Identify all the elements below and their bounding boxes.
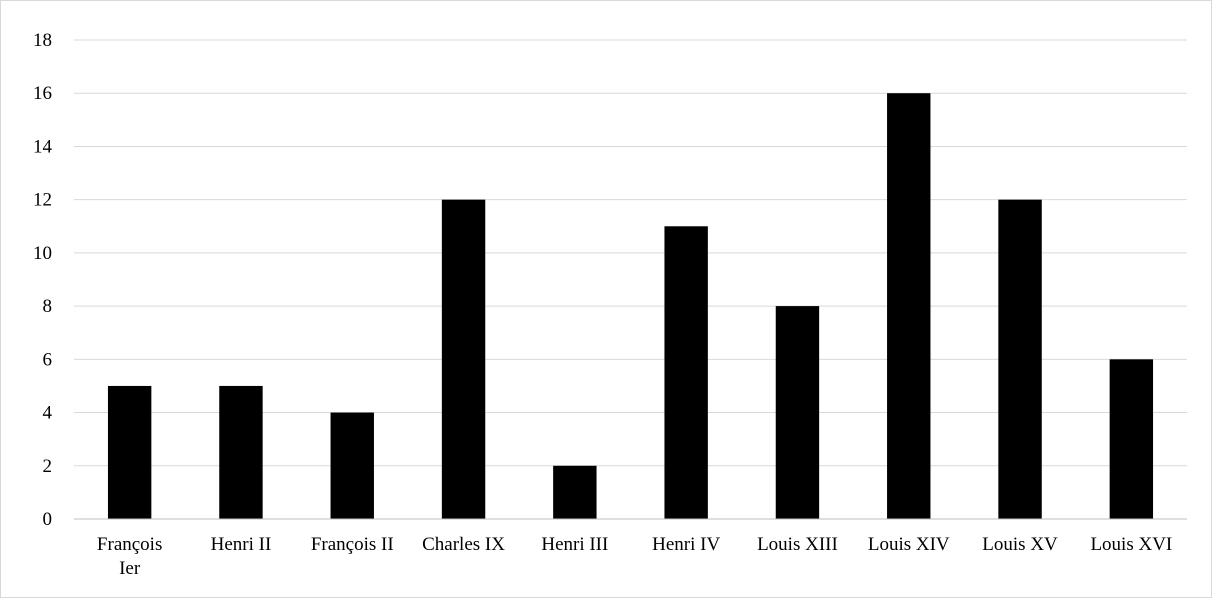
x-tick-label-line: Henri IV — [652, 534, 720, 555]
y-tick-label: 4 — [43, 403, 53, 424]
y-tick-label: 18 — [33, 30, 52, 51]
x-tick-label: Charles IX — [422, 534, 505, 555]
x-tick-label: Henri II — [211, 534, 272, 555]
y-tick-label: 0 — [43, 509, 53, 530]
y-tick-label: 10 — [33, 243, 52, 264]
y-tick-label: 12 — [33, 190, 52, 211]
y-axis-ticks: 0 2 4 6 8 10 12 14 16 18 — [33, 30, 53, 530]
bars — [107, 93, 1154, 519]
bar — [219, 385, 263, 519]
bar — [664, 226, 708, 519]
bar — [887, 93, 931, 519]
y-tick-label: 16 — [33, 83, 52, 104]
bar — [330, 412, 374, 519]
y-tick-label: 6 — [43, 349, 53, 370]
x-axis-ticks: François Ier Henri II François II Charles IX… — [97, 534, 1172, 579]
x-tick-label: Louis XV — [982, 534, 1058, 555]
x-tick-label-line: Henri III — [541, 534, 608, 555]
bar — [107, 385, 152, 519]
x-tick-label-line: Louis XIII — [757, 534, 838, 555]
bar — [998, 199, 1042, 519]
x-tick-label-line: Ier — [119, 558, 141, 579]
x-tick-label: François Ier — [97, 534, 162, 579]
x-tick-label: Henri III — [541, 534, 608, 555]
x-tick-label: Henri IV — [652, 534, 720, 555]
x-tick-label-line: Charles IX — [422, 534, 505, 555]
x-tick-label-line: Louis XIV — [868, 534, 950, 555]
bar — [553, 465, 597, 519]
x-tick-label: Louis XVI — [1090, 534, 1172, 555]
x-tick-label-line: François — [97, 534, 162, 555]
x-tick-label: Louis XIV — [868, 534, 950, 555]
x-tick-label: Louis XIII — [757, 534, 838, 555]
bar — [441, 199, 486, 519]
y-tick-label: 2 — [43, 456, 53, 477]
bar — [775, 306, 820, 519]
x-tick-label-line: Louis XV — [982, 534, 1058, 555]
x-tick-label-line: Louis XVI — [1090, 534, 1172, 555]
x-tick-label-line: Henri II — [211, 534, 272, 555]
y-tick-label: 14 — [33, 136, 53, 157]
y-tick-label: 8 — [43, 296, 53, 317]
x-tick-label-line: François II — [311, 534, 394, 555]
bar — [1109, 359, 1154, 519]
x-tick-label: François II — [311, 534, 394, 555]
